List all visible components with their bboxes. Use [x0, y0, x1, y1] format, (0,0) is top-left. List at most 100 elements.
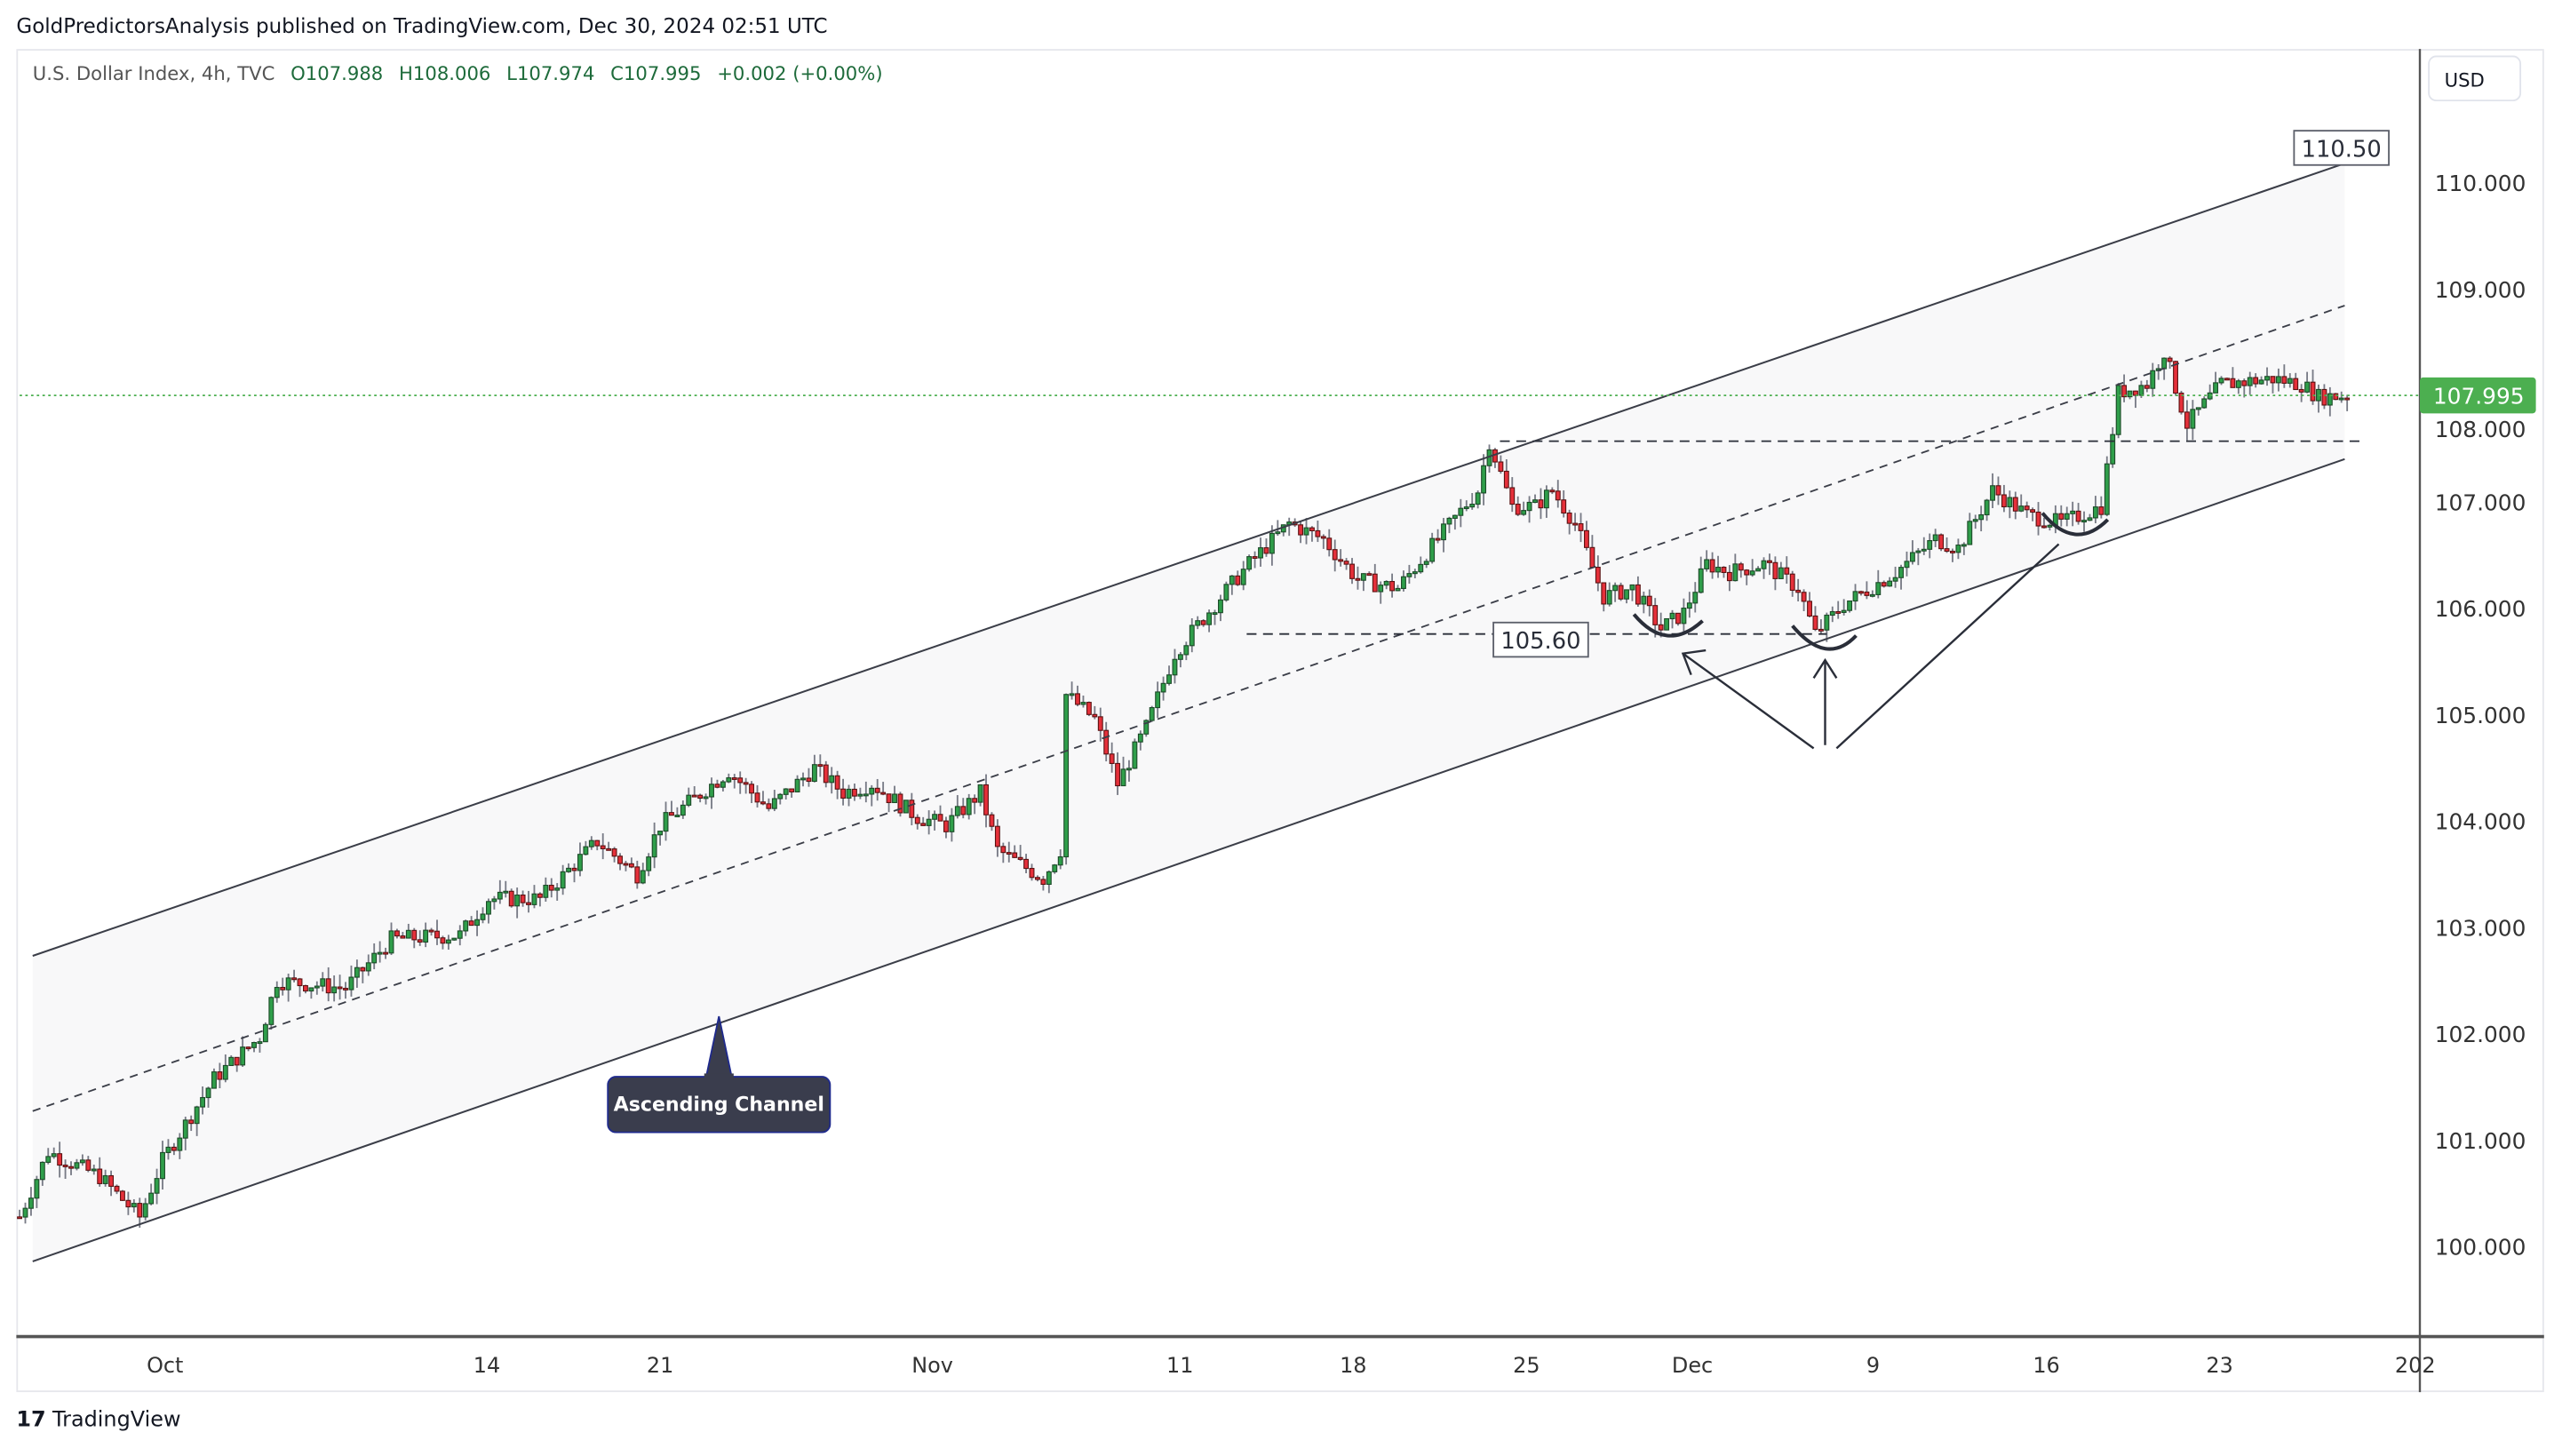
candle: [457, 925, 463, 946]
candle: [2230, 367, 2236, 388]
candle: [989, 812, 995, 831]
candle: [120, 1189, 125, 1201]
candle: [51, 1147, 57, 1159]
candle: [434, 919, 440, 945]
candle: [257, 1038, 263, 1053]
candle: [154, 1168, 160, 1205]
candle: [1749, 559, 1755, 577]
candle: [1246, 554, 1253, 572]
logo-text: TradingView: [52, 1408, 181, 1434]
candle: [2138, 380, 2144, 399]
candle: [28, 1187, 34, 1216]
price-tick-label: 105.000: [2435, 703, 2526, 728]
candle: [2327, 386, 2333, 417]
support-label-105-60[interactable]: 105.60: [1492, 621, 1589, 658]
candle: [1166, 665, 1172, 686]
candle: [754, 784, 760, 808]
candle: [1017, 845, 1023, 862]
candle: [2275, 368, 2281, 392]
candle: [783, 788, 789, 800]
candle: [274, 981, 280, 1003]
candle: [1704, 550, 1710, 572]
candle: [194, 1105, 200, 1136]
candle: [1967, 513, 1973, 545]
candle: [2281, 364, 2288, 388]
target-label-110-50[interactable]: 110.50: [2293, 130, 2390, 166]
candle: [1984, 498, 1990, 521]
candle: [125, 1191, 131, 1215]
candle: [1349, 558, 1355, 585]
candle: [497, 879, 503, 904]
candle: [411, 927, 418, 949]
candle: [1309, 526, 1315, 542]
candle: [325, 967, 331, 1002]
candle: [1023, 854, 1030, 873]
candle: [1852, 584, 1858, 610]
candle: [1418, 556, 1424, 574]
candle: [160, 1141, 165, 1190]
candle: [937, 805, 943, 822]
candle: [428, 927, 434, 936]
candle: [1406, 564, 1412, 585]
candle: [1000, 842, 1006, 863]
candle: [771, 790, 777, 812]
mid-channel-line[interactable]: [32, 305, 2345, 1112]
chart-frame: [16, 49, 2544, 1393]
candle: [571, 863, 577, 883]
candle: [1069, 681, 1075, 700]
candle: [217, 1062, 223, 1089]
candle: [1755, 566, 1762, 572]
ascending-channel-callout[interactable]: Ascending Channel: [607, 1015, 831, 1134]
candle: [1429, 532, 1436, 564]
candle: [1904, 551, 1910, 577]
candle: [1195, 616, 1201, 630]
price-tick-label: 106.000: [2435, 596, 2526, 622]
candle: [892, 785, 897, 804]
arrow-right: [1835, 543, 2060, 750]
candle: [1395, 585, 1401, 592]
candle: [1881, 580, 1887, 588]
candle: [234, 1056, 240, 1072]
candle: [2030, 507, 2036, 521]
candle: [445, 935, 451, 951]
candle: [405, 923, 411, 939]
last-price-badge: 107.995: [2420, 377, 2536, 414]
candle: [314, 981, 320, 995]
lower-channel-line[interactable]: [32, 457, 2345, 1262]
candle: [1155, 681, 1161, 719]
candle: [1149, 705, 1155, 722]
candle: [1812, 606, 1818, 632]
candle: [548, 878, 554, 898]
price-axis[interactable]: 100.000 101.000 102.000 103.000 104.000 105.0…: [2435, 171, 2526, 1260]
symbol-legend: U.S. Dollar Index, 4h, TVC O107.988 H108…: [33, 62, 883, 85]
price-tick-label: 107.000: [2435, 489, 2526, 515]
candle: [400, 932, 406, 939]
open-value: O107.988: [290, 61, 384, 85]
candle: [1063, 693, 1070, 865]
candle: [337, 975, 343, 1000]
tradingview-logo[interactable]: 17 TradingView: [16, 1408, 180, 1433]
candle: [1549, 487, 1556, 495]
candle: [1795, 578, 1802, 602]
candle: [674, 807, 680, 817]
candle: [1143, 719, 1150, 737]
time-tick-label: 23: [2206, 1353, 2232, 1378]
currency-button[interactable]: USD: [2428, 55, 2522, 102]
candle: [2344, 394, 2351, 411]
symbol-name[interactable]: U.S. Dollar Index, 4h, TVC: [32, 61, 275, 85]
candle: [1778, 561, 1784, 579]
candle: [365, 954, 371, 976]
candle: [1160, 676, 1166, 701]
candle: [1075, 685, 1080, 707]
candle: [869, 784, 875, 807]
candle: [903, 800, 909, 814]
candle: [91, 1165, 97, 1175]
upper-channel-line[interactable]: [32, 162, 2345, 957]
time-axis[interactable]: Oct 14 21 Nov 11 18 25 Dec 9 16 23 202: [147, 1353, 2435, 1378]
candle: [1686, 592, 1692, 618]
candle: [222, 1054, 228, 1083]
candle: [2173, 361, 2178, 396]
candle: [211, 1068, 217, 1089]
candle: [1303, 518, 1309, 545]
